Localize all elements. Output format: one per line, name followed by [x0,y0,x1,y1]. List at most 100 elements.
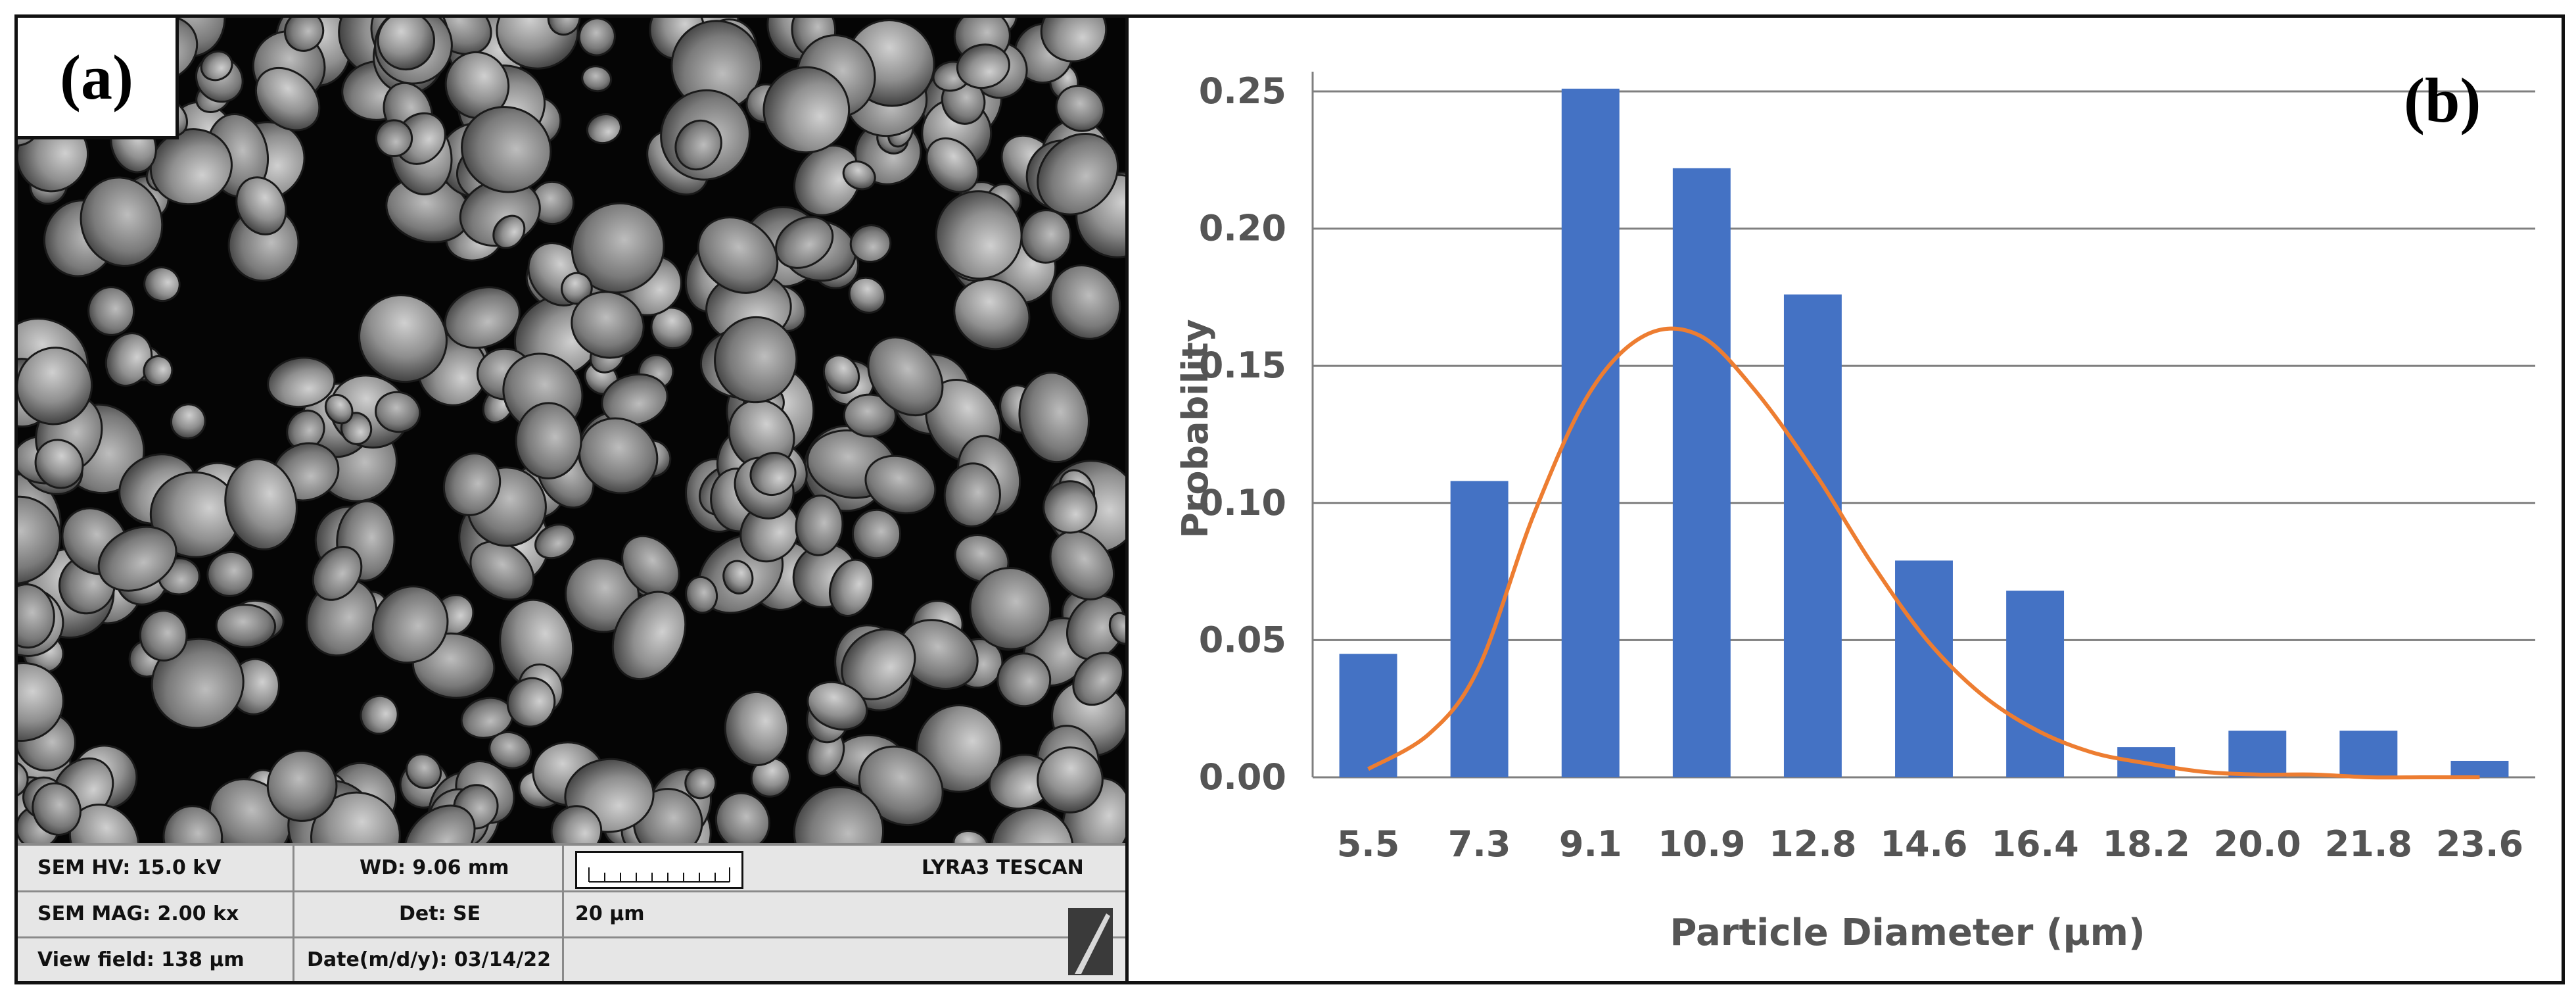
particle-size-chart: 0.00 0.05 0.10 0.15 0.20 0.25 5.5 7.3 9.1 10.9 12.… [1175,70,2535,954]
x-tick-label: 7.3 [1448,823,1511,865]
sem-particle [18,760,29,798]
sem-particle [404,804,476,843]
x-tick-label: 23.6 [2436,823,2523,865]
sem-particle [990,807,1074,843]
y-tick-label: 0.15 [1199,345,1286,386]
sem-particle [571,291,645,359]
panel-a-label: (a) [18,18,179,139]
sem-particle [375,119,413,157]
sem-particle [864,454,937,515]
panel-b-label: (b) [2404,65,2481,135]
sem-particle [496,18,579,70]
sem-particle [722,560,754,594]
sem-particle [488,731,532,769]
sem-particle [534,523,576,560]
sem-particle [650,306,694,350]
sem-particle [822,354,860,394]
sem-info-bar: SEM HV: 15.0 kV WD: 9.06 mm LYRA3 TESCAN… [18,843,1129,981]
sem-particle [793,786,885,843]
sem-particle [224,458,298,550]
x-tick-label: 14.6 [1880,823,1967,865]
sem-particle [851,508,902,560]
date-value: Date(m/d/y): 03/14/22 [307,948,551,971]
sem-particle [952,829,989,843]
x-tick-label: 9.1 [1559,823,1622,865]
sem-particle [266,750,338,822]
x-axis-label: Particle Diameter (µm) [1670,911,2145,954]
fitted-distribution-curve [1367,326,2480,780]
sem-particle [324,393,354,425]
sem-particle [32,782,82,836]
sem-particle [506,677,556,728]
sem-particle [550,805,603,843]
sem-particle [749,452,797,496]
histogram-bar [1783,294,1842,777]
sem-particle [1037,746,1104,813]
y-tick-label: 0.05 [1199,619,1286,660]
y-tick-label: 0.20 [1199,208,1286,249]
sem-particle [561,272,593,305]
sem-particle [714,792,770,843]
sem-particle [848,276,886,314]
sem-particle [714,316,798,404]
sem-particle [267,356,336,408]
sem-particle [254,66,321,132]
tescan-logo-icon [1068,908,1113,975]
sem-particle [312,546,363,601]
sem-particle [586,113,622,145]
sem-particle [829,558,874,618]
sem-particle [444,286,521,349]
sem-particle [18,347,93,425]
x-tick-label: 21.8 [2325,823,2412,865]
view-field-value: View field: 138 µm [37,948,245,971]
particle-size-chart-panel: 0.00 0.05 0.10 0.15 0.20 0.25 5.5 7.3 9.1 10.9 12.… [1125,14,2565,984]
scale-bar [575,851,743,889]
sem-particle [1042,480,1098,534]
sem-magnification-value: SEM MAG: 2.00 kx [37,902,239,925]
sem-particle [843,393,897,438]
sem-particle [170,403,206,440]
sem-particle [697,216,779,294]
sem-particle [215,604,277,648]
sem-particle [358,294,448,383]
sem-particle [793,144,862,216]
sem-particle [1037,132,1119,216]
x-tick-label: 10.9 [1658,823,1745,865]
sem-particle [143,266,181,303]
sem-particle [969,567,1052,650]
sem-particle [371,585,449,664]
sem-particle [849,224,892,263]
sem-particle [87,286,135,336]
histogram-bar [2228,731,2287,777]
working-distance-value: WD: 9.06 mm [360,856,509,879]
sem-particle [235,176,287,235]
sem-particle [807,681,868,731]
sem-hv-value: SEM HV: 15.0 kV [37,856,222,879]
sem-particle [724,690,789,767]
x-tick-label: 5.5 [1337,823,1400,865]
sem-particle [492,214,526,249]
sem-particle [674,119,722,171]
sem-particle [916,704,1002,793]
sem-particle [953,278,1031,351]
sem-particle [578,417,659,495]
sem-particle [34,439,84,489]
sem-particle [685,575,718,614]
x-tick-label: 20.0 [2214,823,2301,865]
sem-particle [18,495,61,585]
scale-bar-label: 20 µm [575,902,645,925]
sem-particle [97,525,177,592]
sem-particle [206,550,254,597]
sem-particle [1072,652,1124,706]
sem-particle [18,583,55,649]
histogram-bar [1450,481,1509,777]
sem-particle [139,610,188,662]
sem-particle [1055,85,1105,132]
sem-particle [200,50,233,82]
histogram-bar [1895,560,1953,777]
x-tick-label: 18.2 [2103,823,2190,865]
sem-particle [405,753,442,789]
sem-particle [1018,372,1090,464]
sem-particle [684,767,717,800]
sem-particle [795,495,844,556]
